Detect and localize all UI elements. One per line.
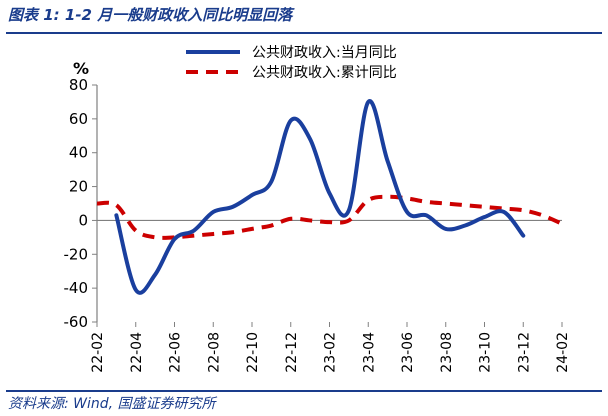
- y-tick-label: -20: [64, 245, 89, 263]
- legend-label-monthly: 公共财政收入:当月同比: [252, 45, 397, 61]
- unit-label: %: [73, 59, 89, 78]
- x-tick-label: 22-04: [129, 332, 145, 373]
- x-tick-label: 23-12: [516, 332, 532, 373]
- series-line-monthly: [114, 99, 526, 295]
- x-tick-label: 23-04: [361, 332, 377, 373]
- source-rule: [6, 390, 602, 392]
- legend-label-cumulative: 公共财政收入:累计同比: [252, 65, 397, 81]
- axes-layer: -60 -40 -20 0 20 40 60 80% 22-02 22-04 22-06 22-08 2…: [64, 59, 572, 373]
- y-tick-label: 20: [69, 178, 88, 196]
- x-tick-label: 23-06: [400, 332, 416, 373]
- x-tick-label: 24-02: [555, 332, 571, 373]
- y-tick-label: -60: [64, 313, 89, 331]
- y-tick-label: 0: [78, 211, 88, 229]
- x-tick-label: 23-10: [478, 332, 494, 373]
- x-tick-label: 23-02: [323, 332, 339, 373]
- series-line-cumulative: [96, 194, 563, 240]
- x-tick-label: 22-06: [168, 332, 184, 373]
- figure-title: 图表 1: 1-2 月一般财政收入同比明显回落: [8, 6, 293, 24]
- series-layer: [96, 99, 563, 295]
- y-tick-label: 40: [69, 144, 88, 162]
- source-note: 资料来源: Wind, 国盛证券研究所: [8, 396, 216, 412]
- title-rule: [6, 32, 602, 34]
- x-tick-label: 23-08: [439, 332, 455, 373]
- x-tick-label: 22-10: [245, 332, 261, 373]
- y-tick-label: 60: [69, 110, 88, 128]
- x-tick-label: 22-12: [284, 332, 300, 373]
- x-tick-label: 22-08: [206, 332, 222, 373]
- x-tick-label: 22-02: [90, 332, 106, 373]
- y-tick-label: -40: [64, 279, 89, 297]
- y-tick-label: 80: [69, 76, 88, 94]
